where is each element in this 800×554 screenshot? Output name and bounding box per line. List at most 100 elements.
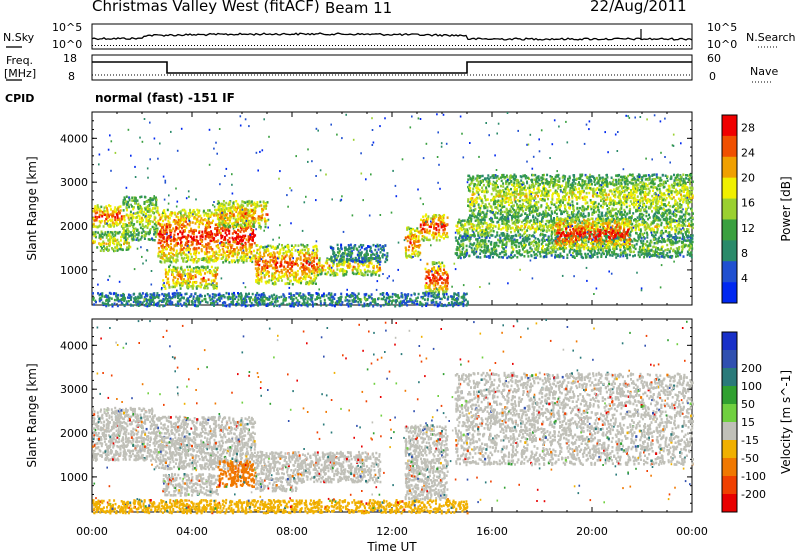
y-axis-label: Slant Range [km] [25, 156, 39, 260]
velocity-band-1 [154, 415, 257, 471]
colorbar-segment [722, 177, 737, 199]
velocity-band-6 [404, 424, 449, 501]
power-band-9 [404, 226, 422, 259]
colorbar-segment [722, 494, 737, 513]
colorbar-tick-label: 8 [741, 247, 748, 260]
noise-strip-frame [91, 23, 693, 50]
beam-label: Beam 11 [325, 0, 393, 17]
velocity-band-8 [92, 498, 469, 515]
y-tick-label: 2000 [60, 220, 88, 233]
cpid-value: normal (fast) -151 IF [95, 91, 235, 105]
velocity-bands [92, 371, 694, 515]
colorbar-tick-label: -15 [741, 434, 759, 447]
colorbar-tick-label: -200 [741, 488, 766, 501]
velocity-band-2 [162, 472, 219, 497]
power-band-8 [329, 243, 389, 264]
x-tick-label: 16:00 [476, 525, 508, 538]
y-tick-label: 1000 [60, 264, 88, 277]
colorbar-segment [722, 135, 737, 158]
nsky-line [91, 32, 693, 41]
colorbar-tick-label: 15 [741, 416, 755, 429]
noise-right-tick-bottom: 10^0 [707, 38, 738, 51]
power-bands [92, 173, 694, 308]
date-label: 22/Aug/2011 [590, 0, 687, 15]
colorbar-tick-label: 200 [741, 362, 762, 375]
x-axis-label: Time UT [366, 540, 417, 554]
colorbar-segment [722, 440, 737, 459]
y-tick-label: 3000 [60, 383, 88, 396]
x-tick-label: 08:00 [276, 525, 308, 538]
power-band-6 [254, 243, 319, 286]
colorbar-label: Power [dB] [779, 176, 793, 241]
colorbar-segment [722, 115, 737, 137]
colorbar-segment [722, 198, 737, 220]
station-title: Christmas Valley West (fitACF) [92, 0, 320, 15]
x-tick-label: 04:00 [176, 525, 208, 538]
power-band-10 [419, 213, 449, 242]
power-band-2 [122, 195, 159, 242]
colorbar-tick-label: 28 [741, 122, 755, 135]
power-scatter [97, 112, 693, 296]
x-tick-label: 12:00 [376, 525, 408, 538]
noise-left-tick-top: 10^5 [52, 21, 83, 34]
colorbar-tick-label: 16 [741, 197, 755, 210]
nave-label: Nave [750, 65, 779, 78]
y-tick-label: 3000 [60, 176, 88, 189]
colorbar-segment [722, 332, 737, 351]
nsearch-label: N.Search [746, 31, 796, 44]
freq-left-tick-bottom: 8 [68, 70, 75, 83]
colorbar-label: Velocity [m s^-1] [779, 370, 793, 474]
colorbar-segment [722, 476, 737, 495]
power-colorbar [721, 114, 738, 304]
colorbar-tick-label: 50 [741, 398, 755, 411]
colorbar-tick-label: 24 [741, 147, 755, 160]
colorbar-tick-label: 20 [741, 172, 755, 185]
colorbar-segment [722, 156, 737, 178]
velocity-band-4 [254, 450, 299, 493]
colorbar-segment [722, 282, 737, 304]
velocity-scatter [92, 319, 691, 504]
power-band-4 [162, 265, 219, 290]
colorbar-segment [722, 458, 737, 477]
freq-label-2: [MHz] [4, 67, 37, 80]
x-tick-label: 00:00 [76, 525, 108, 538]
power-band-14 [467, 173, 694, 220]
power-band-12 [454, 234, 694, 260]
colorbar-segment [722, 240, 737, 262]
velocity-band-7 [454, 371, 694, 467]
power-band-11 [424, 261, 449, 295]
power-band-0 [92, 204, 124, 229]
freq-strip-frame [91, 54, 693, 81]
velocity-band-3 [217, 459, 257, 488]
power-band-5 [217, 199, 269, 229]
colorbar-tick-label: 12 [741, 222, 755, 235]
x-tick-label: 00:00 [676, 525, 708, 538]
colorbar-segment [722, 261, 737, 283]
noise-right-tick-top: 10^5 [707, 21, 738, 34]
colorbar-tick-label: 4 [741, 272, 748, 285]
power-band-1 [92, 230, 132, 253]
noise-left-tick-bottom: 10^0 [52, 38, 83, 51]
nsky-label: N.Sky [3, 31, 35, 44]
colorbar-segment [722, 404, 737, 423]
colorbar-segment [722, 350, 737, 369]
colorbar-segment [722, 368, 737, 387]
freq-label-1: Freq. [6, 54, 34, 67]
x-tick-label: 20:00 [576, 525, 608, 538]
colorbar-segment [722, 219, 737, 241]
colorbar-tick-label: -50 [741, 452, 759, 465]
colorbar-tick-label: -100 [741, 470, 766, 483]
velocity-band-0 [92, 406, 157, 462]
y-tick-label: 4000 [60, 339, 88, 352]
power-band-16 [92, 291, 469, 308]
y-tick-label: 4000 [60, 132, 88, 145]
velocity-band-5 [297, 450, 382, 484]
colorbar-segment [722, 386, 737, 405]
freq-right-tick-bottom: 0 [709, 70, 716, 83]
frequency-line [92, 61, 692, 74]
freq-left-tick-top: 18 [63, 52, 77, 65]
y-tick-label: 1000 [60, 471, 88, 484]
colorbar-segment [722, 422, 737, 441]
y-tick-label: 2000 [60, 427, 88, 440]
